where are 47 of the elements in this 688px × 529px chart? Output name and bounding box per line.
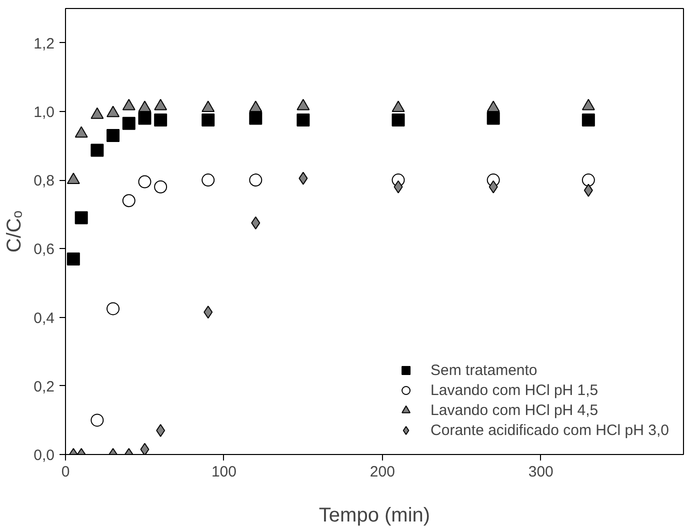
x-tick-label: 300 (528, 464, 554, 480)
x-tick-label: 100 (211, 464, 236, 480)
legend-label: Lavando com HCl pH 1,5 (430, 382, 598, 398)
point (66, 172, 80, 184)
point (90, 144, 104, 157)
point (582, 174, 595, 187)
point (106, 128, 120, 142)
legend-label: Corante acidificado com HCl pH 3,0 (430, 422, 669, 438)
point (90, 414, 104, 427)
y-tick-label: 0,4 (34, 310, 55, 327)
point (249, 112, 262, 125)
point (296, 114, 310, 126)
x-tick-label: 0 (61, 464, 70, 480)
point (204, 306, 213, 319)
y-tick-label: 0,2 (34, 378, 55, 396)
point (122, 116, 136, 130)
point (394, 180, 403, 194)
point (154, 114, 168, 126)
legend-label: Lavando com HCl pH 4,5 (430, 402, 598, 418)
point (202, 174, 215, 187)
point (66, 252, 80, 266)
x-tick-label: 200 (370, 464, 395, 480)
point (486, 112, 500, 125)
point (584, 184, 593, 197)
point (251, 216, 260, 230)
point (488, 180, 498, 194)
point (298, 172, 308, 185)
y-tick-label: 0,6 (34, 241, 55, 258)
point (249, 174, 262, 187)
point (582, 114, 595, 126)
y-tick-label: 1,2 (34, 35, 55, 52)
point (74, 211, 88, 224)
point (140, 442, 150, 454)
y-tick-label: 0,0 (34, 447, 55, 464)
point (138, 175, 152, 188)
x-axis-title: Tempo (min) (318, 504, 430, 526)
point (138, 112, 152, 125)
point (154, 180, 168, 194)
y-tick-label: 0,8 (34, 172, 55, 190)
point (122, 194, 136, 208)
point (156, 424, 166, 437)
legend-label: Sem tratamento (430, 362, 538, 378)
point (106, 302, 120, 316)
point (392, 114, 405, 126)
point (202, 114, 215, 126)
y-tick-label: 1,0 (34, 104, 55, 121)
y-axis-title: C/Cₒ (4, 210, 26, 252)
